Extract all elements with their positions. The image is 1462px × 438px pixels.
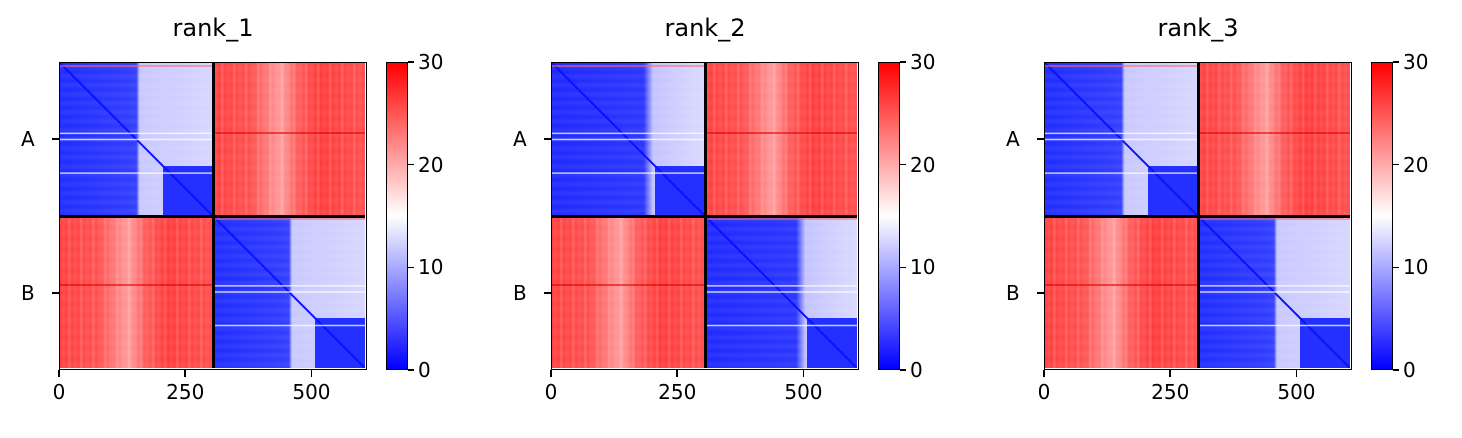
heatmap-block-b-a — [1045, 216, 1198, 368]
y-tick-label: B — [1006, 281, 1020, 305]
colorbar-tick-label: 20 — [418, 152, 444, 177]
x-tick-mark — [1169, 370, 1171, 377]
x-tick-mark — [310, 370, 313, 377]
colorbar-tick-mark — [900, 163, 906, 166]
chart-title: rank_1 — [172, 14, 254, 42]
colorbar-tick-mark — [1393, 61, 1399, 63]
chain-divider-horizontal — [552, 215, 857, 218]
heatmap-diagonal — [1045, 63, 1198, 216]
heatmap-diagonal — [552, 63, 705, 216]
colorbar — [386, 62, 408, 370]
heatmap-block-b-a — [552, 216, 705, 368]
colorbar-tick-mark — [1393, 163, 1399, 166]
y-tick-label: A — [513, 127, 527, 151]
heatmap-diagonal — [705, 216, 857, 368]
y-tick-mark — [52, 292, 59, 294]
x-tick-label: 250 — [658, 380, 697, 404]
colorbar — [878, 62, 900, 370]
y-tick-mark — [1037, 138, 1044, 140]
colorbar-tick-mark — [900, 61, 906, 63]
heatmap-block-a-b — [1198, 63, 1350, 216]
x-tick-label: 0 — [544, 380, 558, 404]
x-tick-label: 500 — [1277, 380, 1316, 404]
x-tick-label: 250 — [166, 380, 205, 404]
colorbar-tick-label: 30 — [910, 50, 936, 74]
heatmap-diagonal — [1198, 216, 1350, 368]
heatmap-streak — [1198, 132, 1350, 134]
colorbar-tick-mark — [408, 163, 414, 166]
chain-divider-horizontal — [1045, 215, 1350, 218]
y-tick-label: B — [513, 281, 527, 305]
chart-title: rank_2 — [664, 14, 746, 42]
x-tick-label: 0 — [52, 380, 66, 404]
colorbar-tick-mark — [1393, 369, 1399, 371]
x-tick-mark — [1043, 370, 1045, 377]
heatmap-block-b-a — [60, 216, 213, 368]
heatmap — [551, 62, 859, 370]
heatmap-streak — [552, 284, 705, 286]
colorbar-tick-mark — [408, 61, 414, 63]
colorbar-tick-label: 10 — [1403, 255, 1429, 280]
heatmap-streak — [213, 132, 365, 134]
chart-title: rank_3 — [1157, 14, 1239, 42]
colorbar-tick-mark — [1393, 266, 1399, 269]
colorbar-tick-label: 10 — [910, 255, 936, 280]
heatmap-streak — [705, 132, 857, 134]
x-tick-label: 500 — [292, 380, 331, 404]
x-tick-label: 250 — [1151, 380, 1190, 404]
heatmap-block-a-b — [705, 63, 857, 216]
x-tick-mark — [802, 370, 805, 377]
colorbar-tick-mark — [408, 369, 414, 371]
chain-divider-horizontal — [60, 215, 365, 218]
x-tick-mark — [1295, 370, 1298, 377]
chart-panel: rank_2 A B 0 250 500 30 20 10 0 — [492, 0, 962, 438]
y-tick-mark — [1037, 292, 1044, 294]
y-tick-label: A — [1006, 127, 1020, 151]
x-tick-mark — [676, 370, 678, 377]
heatmap-diagonal — [60, 63, 213, 216]
colorbar-tick-label: 0 — [418, 358, 431, 382]
colorbar-tick-label: 0 — [1403, 358, 1416, 382]
heatmap-diagonal — [213, 216, 365, 368]
colorbar-tick-mark — [408, 266, 414, 269]
y-tick-mark — [52, 138, 59, 140]
y-tick-mark — [544, 138, 551, 140]
heatmap-block-a-a — [60, 63, 213, 216]
colorbar-tick-label: 0 — [910, 358, 923, 382]
x-tick-mark — [184, 370, 186, 377]
heatmap-block-b-b — [705, 216, 857, 368]
colorbar — [1371, 62, 1393, 370]
colorbar-tick-mark — [900, 266, 906, 269]
y-tick-mark — [544, 292, 551, 294]
colorbar-tick-label: 20 — [910, 152, 936, 177]
heatmap-block-b-b — [1198, 216, 1350, 368]
heatmap — [59, 62, 367, 370]
x-tick-mark — [58, 370, 60, 377]
chart-panel: rank_1 A B 0 250 500 30 20 10 0 — [0, 0, 470, 438]
heatmap — [1044, 62, 1352, 370]
chart-panel: rank_3 A B 0 250 500 30 20 10 0 — [985, 0, 1455, 438]
x-tick-mark — [550, 370, 552, 377]
heatmap-block-a-b — [213, 63, 365, 216]
x-tick-label: 500 — [784, 380, 823, 404]
heatmap-block-b-b — [213, 216, 365, 368]
heatmap-streak — [1045, 284, 1198, 286]
colorbar-tick-mark — [900, 369, 906, 371]
colorbar-tick-label: 10 — [418, 255, 444, 280]
heatmap-streak — [60, 284, 213, 286]
y-tick-label: B — [21, 281, 35, 305]
x-tick-label: 0 — [1037, 380, 1051, 404]
colorbar-tick-label: 20 — [1403, 152, 1429, 177]
colorbar-tick-label: 30 — [418, 50, 444, 74]
heatmap-block-a-a — [552, 63, 705, 216]
colorbar-tick-label: 30 — [1403, 50, 1429, 74]
heatmap-block-a-a — [1045, 63, 1198, 216]
y-tick-label: A — [21, 127, 35, 151]
